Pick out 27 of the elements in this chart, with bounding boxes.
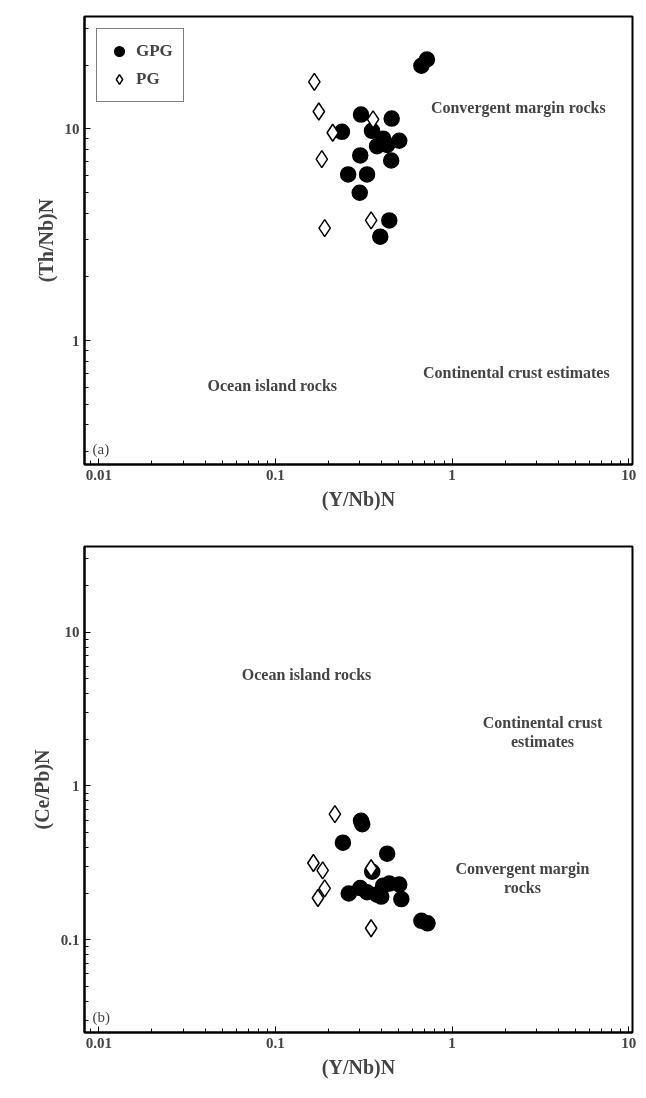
y-axis-title: (Th/Nb)N [34,198,58,283]
x-tick-label: 0.01 [85,1034,112,1051]
y-tick-label: 0.1 [60,931,80,948]
annotation: Ocean island rocks [241,666,372,684]
annotation: Convergent margin rocks [455,859,590,896]
x-axis-title: (Y/Nb)N [321,487,396,511]
x-tick-label: 0.01 [85,466,112,483]
legend-label: PG [136,69,160,89]
annotation: Convergent margin rocks [430,98,606,117]
x-tick-label: 10 [621,1034,637,1051]
y-tick-label: 1 [72,332,80,349]
annotation: Continental crust estimates [423,363,610,381]
annotation: Ocean island rocks [207,376,338,394]
x-tick-label: 10 [621,466,637,483]
y-axis-title: (Ce/Pb)N [30,748,54,830]
y-tick-label: 10 [64,624,80,641]
y-tick-label: 1 [72,777,80,794]
annotation: (a) [92,440,110,458]
legend-label: GPG [136,41,173,61]
y-tick-label: 10 [64,121,80,137]
annotation: (b) [92,1008,110,1026]
x-tick-label: 0.1 [266,1034,285,1051]
x-tick-label: 1 [448,466,456,483]
x-tick-label: 1 [448,1034,456,1051]
x-axis-title: (Y/Nb)N [321,1055,396,1079]
x-tick-label: 0.1 [266,466,285,483]
annotation: Continental crust estimates [482,714,603,750]
